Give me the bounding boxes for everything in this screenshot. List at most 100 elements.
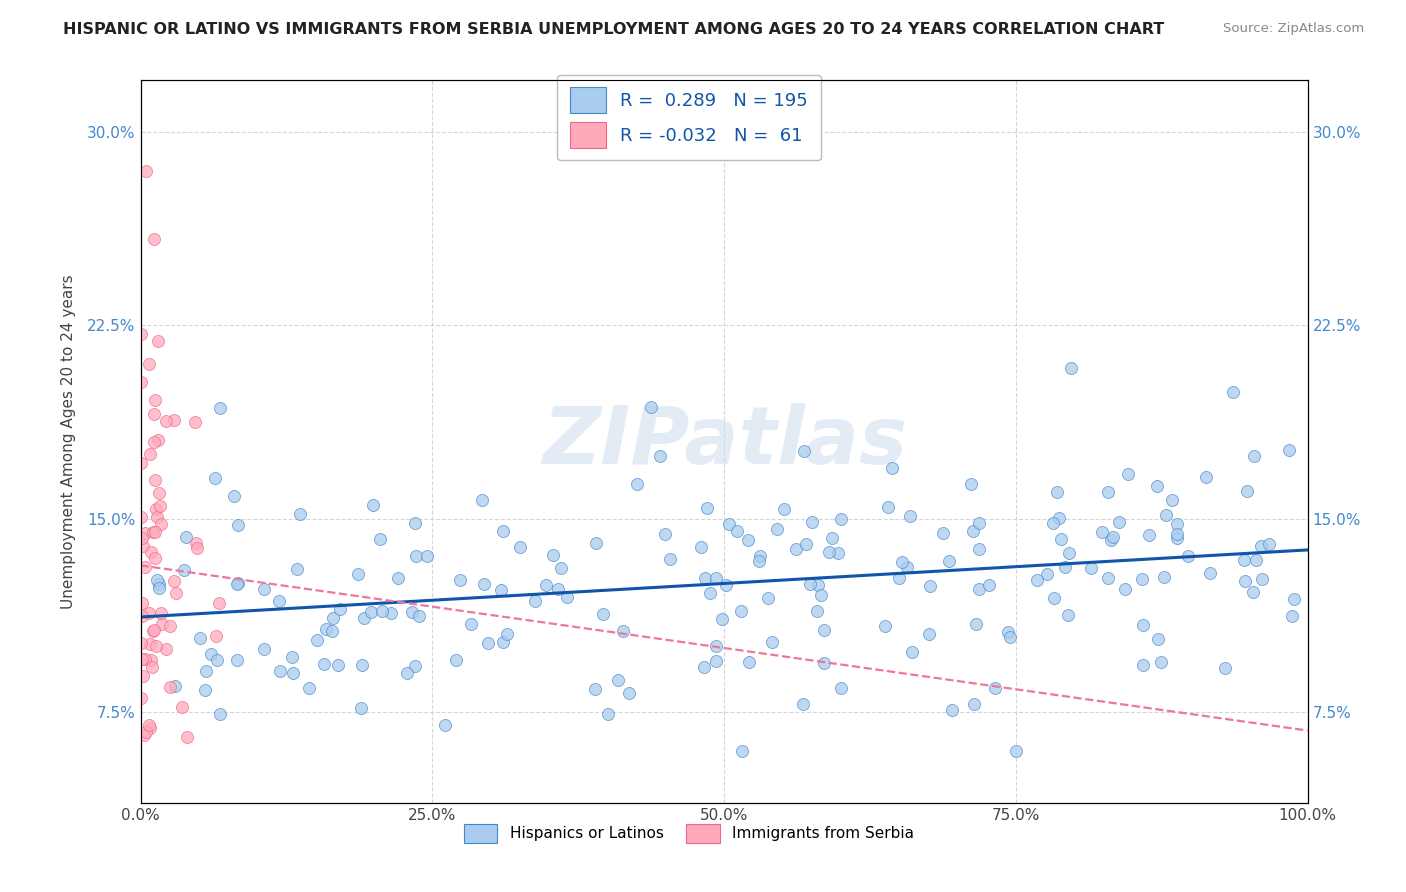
- Point: [434, 717, 457, 731]
- Point: [253, 642, 276, 657]
- Point: [224, 489, 246, 503]
- Point: [145, 639, 167, 653]
- Point: [523, 594, 546, 608]
- Point: [204, 629, 226, 643]
- Point: [889, 571, 911, 585]
- Point: [131, 531, 153, 545]
- Point: [1177, 549, 1199, 563]
- Point: [142, 232, 165, 246]
- Point: [281, 665, 304, 680]
- Point: [1097, 485, 1119, 500]
- Point: [129, 510, 152, 524]
- Point: [361, 498, 384, 512]
- Point: [188, 631, 211, 645]
- Point: [730, 604, 752, 618]
- Point: [1053, 560, 1076, 574]
- Point: [807, 578, 830, 592]
- Point: [141, 660, 163, 674]
- Point: [129, 375, 152, 389]
- Point: [880, 460, 903, 475]
- Point: [1243, 449, 1265, 463]
- Point: [813, 657, 835, 671]
- Point: [810, 588, 832, 602]
- Point: [159, 619, 181, 633]
- Point: [326, 658, 349, 673]
- Point: [131, 596, 153, 610]
- Point: [444, 653, 467, 667]
- Point: [186, 541, 208, 556]
- Point: [1108, 515, 1130, 529]
- Point: [1005, 744, 1028, 758]
- Point: [368, 532, 391, 546]
- Point: [806, 604, 828, 618]
- Point: [496, 627, 519, 641]
- Point: [346, 567, 368, 582]
- Point: [606, 673, 628, 687]
- Point: [148, 581, 170, 595]
- Point: [534, 578, 557, 592]
- Point: [471, 492, 494, 507]
- Point: [984, 681, 1007, 695]
- Point: [612, 624, 634, 638]
- Point: [818, 544, 841, 558]
- Point: [143, 551, 166, 566]
- Point: [737, 655, 759, 669]
- Point: [492, 634, 515, 648]
- Point: [1060, 360, 1083, 375]
- Point: [704, 572, 727, 586]
- Point: [139, 722, 162, 736]
- Point: [148, 577, 170, 591]
- Point: [555, 590, 578, 604]
- Point: [416, 549, 439, 563]
- Point: [547, 582, 569, 597]
- Point: [714, 577, 737, 591]
- Point: [541, 548, 564, 562]
- Point: [396, 665, 419, 680]
- Point: [135, 163, 157, 178]
- Point: [748, 554, 770, 568]
- Point: [142, 623, 165, 637]
- Point: [173, 563, 195, 577]
- Point: [163, 679, 186, 693]
- Point: [142, 525, 165, 540]
- Point: [1150, 655, 1173, 669]
- Point: [129, 326, 152, 341]
- Point: [145, 525, 167, 540]
- Point: [321, 624, 343, 639]
- Point: [1050, 532, 1073, 546]
- Point: [174, 530, 197, 544]
- Point: [1250, 572, 1272, 586]
- Point: [253, 582, 276, 597]
- Point: [150, 606, 173, 620]
- Point: [141, 653, 163, 667]
- Point: [963, 697, 986, 711]
- Point: [689, 541, 711, 555]
- Point: [405, 549, 427, 563]
- Point: [1026, 573, 1049, 587]
- Point: [1057, 546, 1080, 560]
- Point: [163, 413, 186, 427]
- Point: [208, 706, 231, 721]
- Text: HISPANIC OR LATINO VS IMMIGRANTS FROM SERBIA UNEMPLOYMENT AMONG AGES 20 TO 24 YE: HISPANIC OR LATINO VS IMMIGRANTS FROM SE…: [63, 22, 1164, 37]
- Point: [132, 728, 155, 742]
- Text: ZIPatlas: ZIPatlas: [541, 402, 907, 481]
- Point: [408, 609, 430, 624]
- Point: [1222, 384, 1244, 399]
- Point: [159, 681, 181, 695]
- Point: [1257, 536, 1279, 550]
- Point: [830, 681, 852, 695]
- Point: [659, 552, 682, 566]
- Point: [143, 435, 166, 450]
- Point: [827, 546, 849, 560]
- Point: [322, 611, 344, 625]
- Point: [138, 718, 160, 732]
- Point: [1132, 658, 1154, 673]
- Point: [941, 703, 963, 717]
- Point: [830, 512, 852, 526]
- Point: [932, 526, 955, 541]
- Point: [1046, 485, 1069, 500]
- Point: [793, 443, 815, 458]
- Point: [1234, 574, 1257, 589]
- Point: [509, 541, 531, 555]
- Point: [139, 545, 162, 559]
